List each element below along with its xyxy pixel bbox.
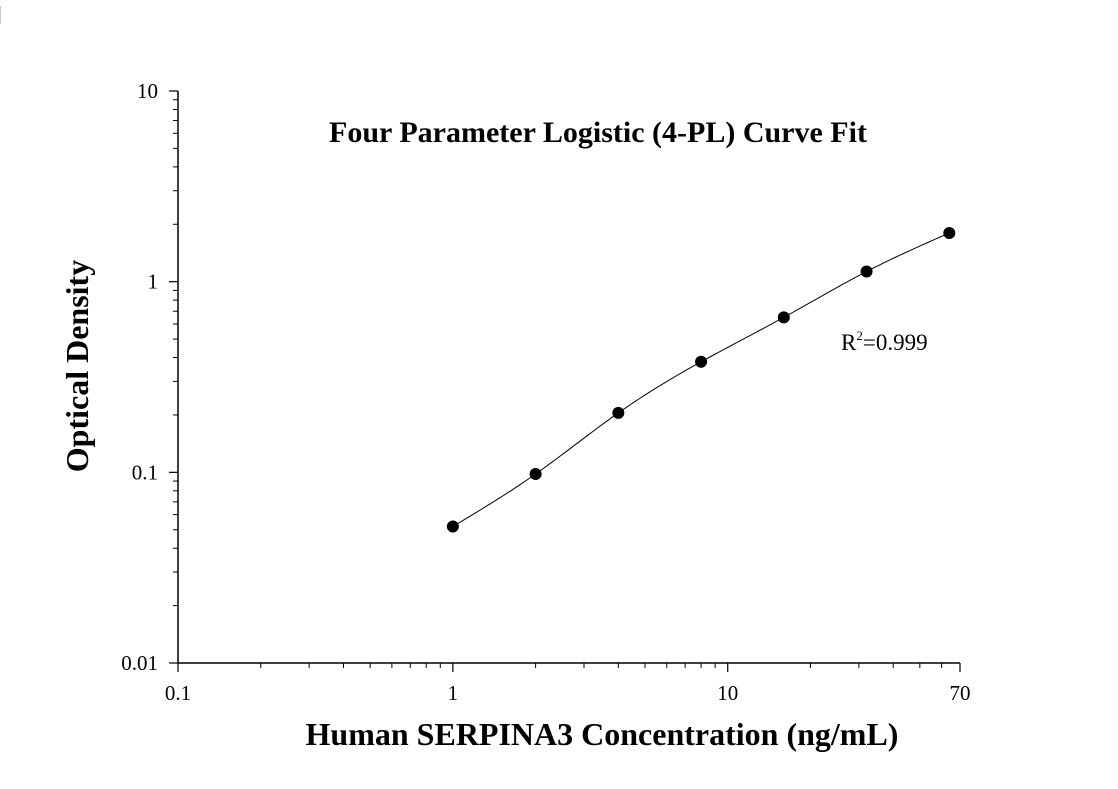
x-tick-label: 0.1 <box>165 681 191 705</box>
r-squared-superscript: 2 <box>856 328 863 343</box>
y-tick-label: 10 <box>137 79 158 103</box>
data-point <box>446 520 459 533</box>
r-squared-base: R <box>841 330 857 355</box>
data-point <box>943 226 956 239</box>
minor-ticks <box>173 99 943 668</box>
data-point <box>612 406 625 419</box>
x-tick-label: 70 <box>950 681 971 705</box>
data-point <box>529 468 542 481</box>
major-ticks <box>169 90 961 672</box>
chart-title: Four Parameter Logistic (4-PL) Curve Fit <box>329 116 867 149</box>
data-points <box>446 226 956 533</box>
axes <box>177 91 960 664</box>
fit-curve <box>452 232 950 527</box>
y-axis-title: Optical Density <box>59 260 95 472</box>
x-tick-label: 10 <box>717 681 738 705</box>
r-squared-value: =0.999 <box>863 330 928 355</box>
tick-labels: 0.01 0.1 1 10 0.1 1 10 70 <box>121 79 970 705</box>
y-tick-label: 1 <box>148 270 159 294</box>
data-point <box>860 265 873 278</box>
data-point <box>695 355 708 368</box>
x-axis-title: Human SERPINA3 Concentration (ng/mL) <box>306 716 899 752</box>
y-tick-label: 0.1 <box>132 460 158 484</box>
r-squared-annotation: R2=0.999 <box>841 328 928 355</box>
corner-mark <box>0 6 1 24</box>
data-point <box>777 311 790 324</box>
y-tick-label: 0.01 <box>121 651 158 675</box>
x-tick-label: 1 <box>448 681 459 705</box>
